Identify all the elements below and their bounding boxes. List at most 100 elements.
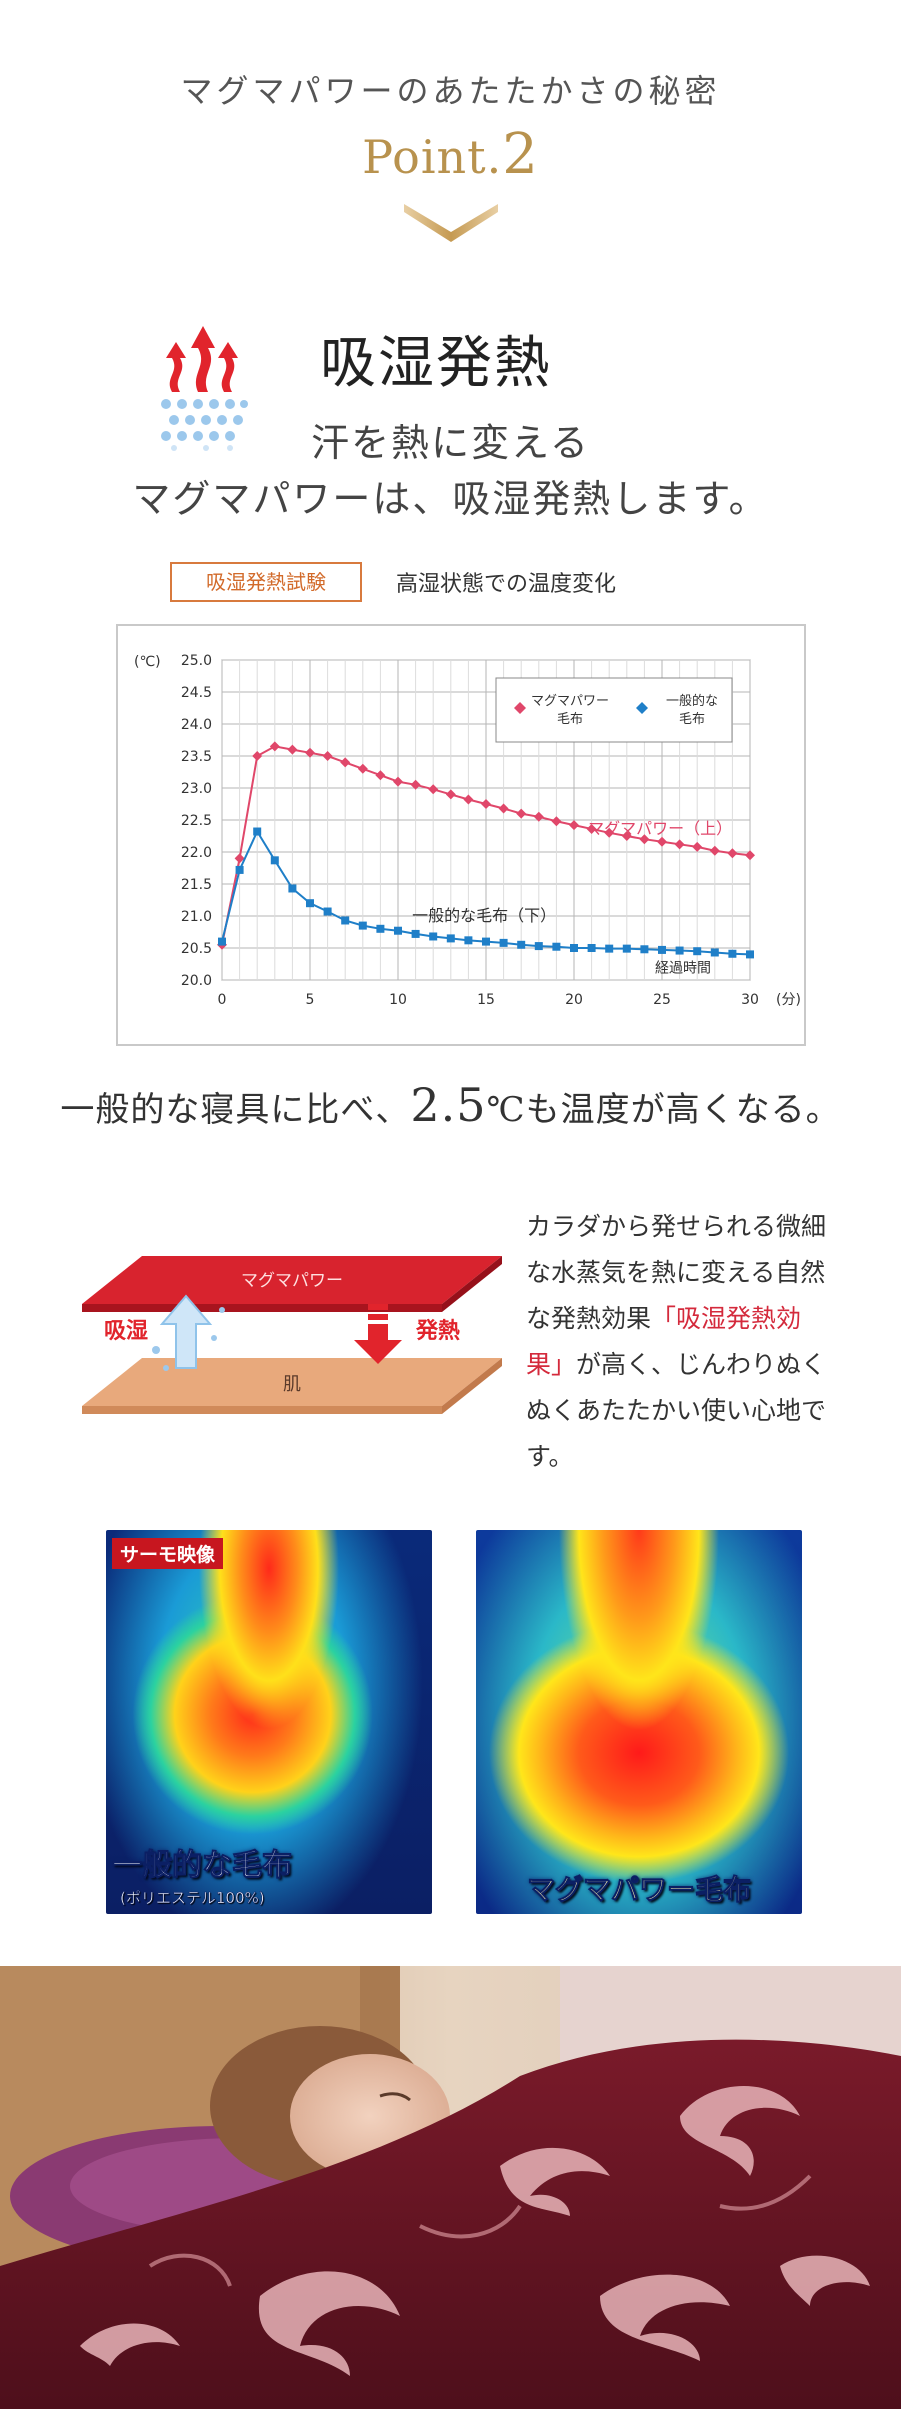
body-copy-highlight: 「吸湿発熱効果」 bbox=[526, 1304, 802, 1379]
data-point-standard bbox=[323, 907, 332, 916]
data-point-magma bbox=[463, 794, 474, 805]
data-point-standard bbox=[640, 945, 649, 954]
thermo-right-caption: マグマパワー毛布 bbox=[526, 1873, 751, 1907]
y-tick-label: 20.0 bbox=[181, 973, 212, 989]
skin-layer-label: 肌 bbox=[283, 1374, 301, 1395]
legend-label-standard-line2: 毛布 bbox=[679, 712, 705, 727]
data-point-standard bbox=[658, 945, 666, 954]
y-tick-label: 24.5 bbox=[181, 685, 212, 701]
heat-label: 発熱 bbox=[415, 1318, 460, 1344]
y-tick-label: 21.5 bbox=[181, 877, 212, 893]
data-point-standard bbox=[534, 942, 543, 951]
data-point-magma bbox=[709, 845, 720, 856]
data-point-standard bbox=[270, 856, 279, 865]
comparison-value: 2.5 bbox=[410, 1078, 487, 1132]
x-tick-label: 0 bbox=[218, 992, 227, 1008]
legend-marker-magma bbox=[514, 702, 526, 714]
data-point-magma bbox=[357, 763, 368, 774]
thermo-left-subcaption: (ポリエステル100%) bbox=[120, 1889, 265, 1908]
data-point-magma bbox=[393, 776, 403, 787]
legend-box bbox=[495, 677, 733, 743]
data-point-magma bbox=[533, 811, 544, 822]
data-point-standard bbox=[446, 934, 455, 943]
data-point-standard bbox=[728, 949, 737, 958]
annotation-elapsed: 経過時間 bbox=[655, 960, 711, 976]
heat-down-arrow-icon bbox=[354, 1304, 402, 1364]
point-heading: Point.2 bbox=[0, 122, 901, 187]
point-number: 2 bbox=[502, 122, 539, 187]
data-point-magma bbox=[498, 803, 509, 814]
body-copy: カラダから発せられる微細な水蒸気を熱に変える自然な発熱効果「吸湿発熱効果」が高く… bbox=[526, 1204, 836, 1480]
legend-label-magma-line2: 毛布 bbox=[557, 712, 583, 727]
heat-rising-arrows-icon bbox=[166, 326, 238, 392]
legend-label-standard-line1: 一般的な bbox=[666, 693, 718, 709]
feature-lead-line2: マグマパワーは、吸湿発熱します。 bbox=[132, 477, 769, 521]
y-tick-label: 24.0 bbox=[181, 717, 212, 733]
y-axis-unit: (℃) bbox=[134, 654, 161, 670]
data-point-magma bbox=[516, 808, 527, 819]
data-point-standard bbox=[675, 946, 684, 955]
data-point-magma bbox=[745, 850, 755, 861]
body-copy-part1: カラダから発せられる微細な水蒸気を熱に変える自然な発熱効果 bbox=[526, 1212, 827, 1333]
data-point-magma bbox=[727, 848, 738, 859]
skin-layer bbox=[82, 1358, 502, 1406]
y-tick-label: 22.5 bbox=[181, 813, 212, 829]
data-point-standard bbox=[710, 948, 719, 957]
data-point-magma bbox=[551, 816, 562, 827]
moisture-dots-icon bbox=[161, 399, 248, 451]
x-tick-label: 10 bbox=[389, 992, 407, 1008]
data-point-standard bbox=[517, 940, 526, 949]
data-point-magma bbox=[269, 741, 280, 752]
data-point-magma bbox=[428, 784, 439, 795]
comparison-suffix: ℃も温度が高くなる。 bbox=[486, 1090, 841, 1130]
temperature-chart: 20.0 20.5 21.0 21.5 22.0 22.5 23.0 23.5 24.0 24.5… bbox=[134, 653, 801, 1008]
data-point-magma bbox=[569, 820, 579, 831]
data-point-magma bbox=[445, 789, 456, 800]
data-point-standard bbox=[622, 944, 631, 953]
section-subtitle: マグマパワーのあたたかさの秘密 bbox=[180, 72, 721, 110]
comparison-statement: 一般的な寝具に比べ、2.5℃も温度が高くなる。 bbox=[0, 1078, 901, 1132]
data-point-standard bbox=[605, 944, 614, 953]
magma-layer-label: マグマパワー bbox=[241, 1271, 343, 1291]
feature-title: 吸湿発熱 bbox=[320, 331, 552, 396]
data-point-magma bbox=[410, 779, 421, 790]
legend-marker-standard bbox=[636, 702, 648, 714]
thermo-image-magma-blanket: マグマパワー毛布 bbox=[476, 1530, 802, 1914]
data-point-standard bbox=[288, 884, 297, 893]
data-point-standard bbox=[464, 936, 473, 945]
y-tick-label: 22.0 bbox=[181, 845, 212, 861]
thermo-left-caption: 一般的な毛布 bbox=[112, 1848, 293, 1884]
feature-lead-line1: 汗を熱に変える bbox=[311, 421, 590, 465]
data-point-standard bbox=[499, 938, 508, 947]
data-point-magma bbox=[692, 841, 703, 852]
thermo-tag: サーモ映像 bbox=[112, 1538, 224, 1569]
data-point-standard bbox=[429, 932, 438, 941]
absorb-label: 吸湿 bbox=[104, 1319, 148, 1344]
data-point-standard bbox=[235, 865, 244, 874]
data-point-magma bbox=[305, 747, 315, 758]
legend-label-magma-line1: マグマパワー bbox=[531, 694, 609, 709]
data-point-standard bbox=[218, 937, 226, 946]
x-tick-label: 30 bbox=[741, 992, 759, 1008]
data-point-standard bbox=[376, 924, 385, 933]
thermo-image-standard-blanket: サーモ映像 一般的な毛布 (ポリエステル100%) bbox=[106, 1530, 432, 1914]
absorption-heat-diagram: 肌 マグマパワー 吸湿 発熱 bbox=[82, 1256, 502, 1414]
chevron-down-icon bbox=[404, 204, 498, 242]
moisture-up-arrow-icon bbox=[152, 1294, 225, 1371]
body-copy-part2: が高く、じんわりぬくぬくあたたかい使い心地です。 bbox=[526, 1350, 827, 1471]
point-label: Point. bbox=[362, 130, 503, 184]
data-point-standard bbox=[306, 899, 314, 908]
data-point-magma bbox=[322, 751, 333, 761]
y-tick-label: 21.0 bbox=[181, 909, 212, 925]
data-point-standard bbox=[552, 942, 561, 951]
data-point-magma bbox=[674, 839, 685, 850]
data-point-standard bbox=[482, 937, 490, 946]
data-point-standard bbox=[746, 950, 754, 959]
data-point-magma bbox=[621, 831, 632, 841]
test-badge: 吸湿発熱試験 bbox=[170, 562, 362, 602]
y-tick-label: 20.5 bbox=[181, 941, 212, 957]
data-point-standard bbox=[394, 926, 402, 935]
data-point-magma bbox=[639, 834, 650, 845]
data-point-standard bbox=[341, 916, 350, 925]
magma-layer bbox=[82, 1256, 502, 1304]
